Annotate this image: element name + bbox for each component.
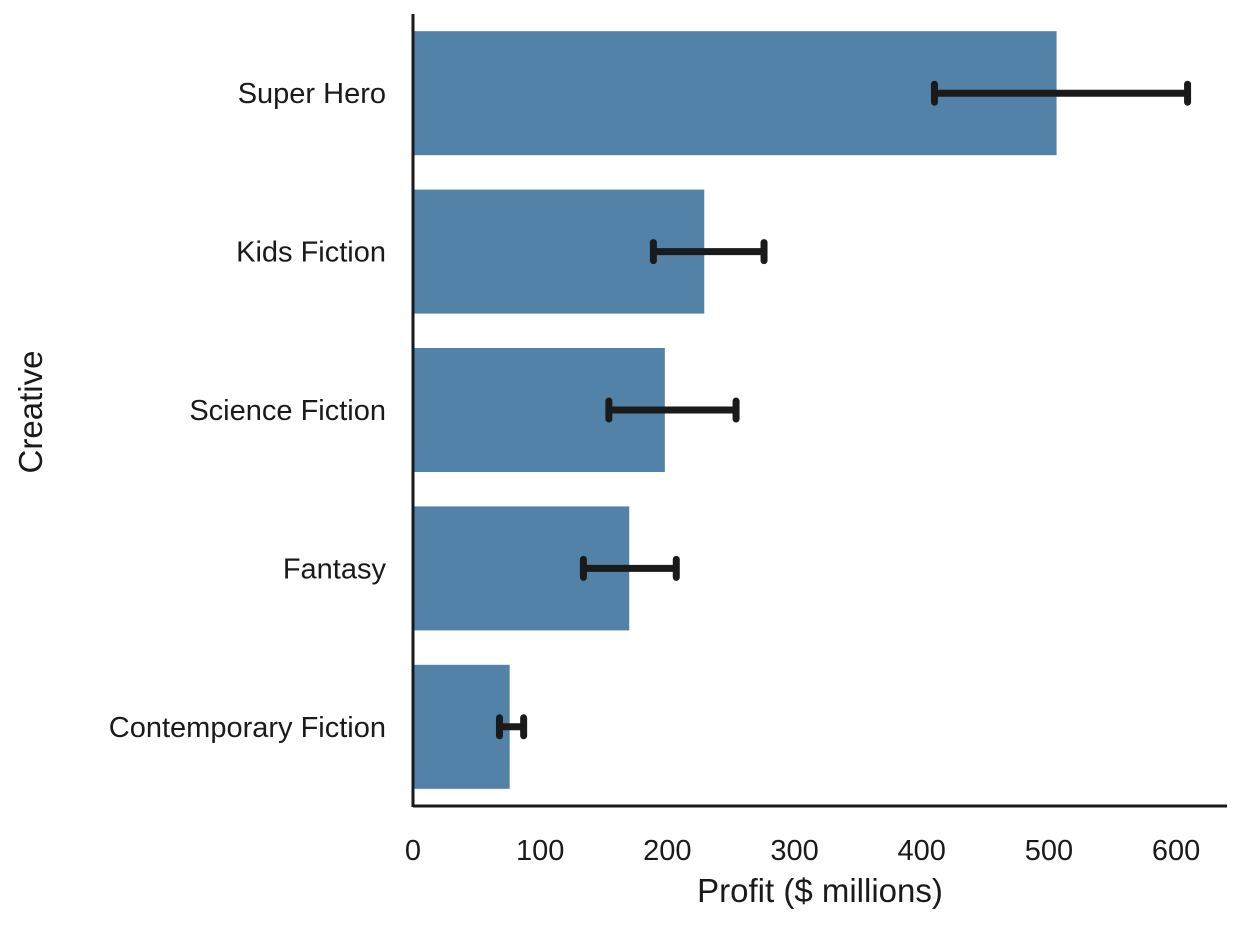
x-tick-label-0: 0 (405, 835, 421, 867)
error-bars-group (495, 80, 1192, 740)
category-labels-group: Super Hero Kids Fiction Science Fiction Fan… (109, 78, 387, 744)
category-label-fantasy: Fantasy (283, 553, 387, 585)
x-tick-label-600: 600 (1152, 835, 1200, 867)
x-tick-label-100: 100 (516, 835, 564, 867)
error-bar-science-fiction (605, 397, 740, 423)
error-bar-super-hero (930, 80, 1192, 106)
x-tick-label-500: 500 (1025, 835, 1073, 867)
category-label-super-hero: Super Hero (238, 78, 386, 110)
x-axis-title: Profit ($ millions) (697, 872, 943, 909)
category-label-contemporary-fiction: Contemporary Fiction (109, 712, 386, 744)
y-axis-title: Creative (12, 351, 49, 474)
x-tick-label-200: 200 (643, 835, 691, 867)
error-bar-fantasy (579, 555, 680, 581)
x-ticks-group: 0 100 200 300 400 500 600 (405, 835, 1200, 867)
category-label-science-fiction: Science Fiction (189, 395, 386, 427)
x-tick-label-400: 400 (898, 835, 946, 867)
error-bar-kids-fiction (649, 239, 768, 265)
x-tick-label-300: 300 (770, 835, 818, 867)
bar-contemporary-fiction (413, 664, 510, 789)
error-bar-contemporary-fiction (495, 714, 528, 740)
category-label-kids-fiction: Kids Fiction (236, 237, 386, 269)
